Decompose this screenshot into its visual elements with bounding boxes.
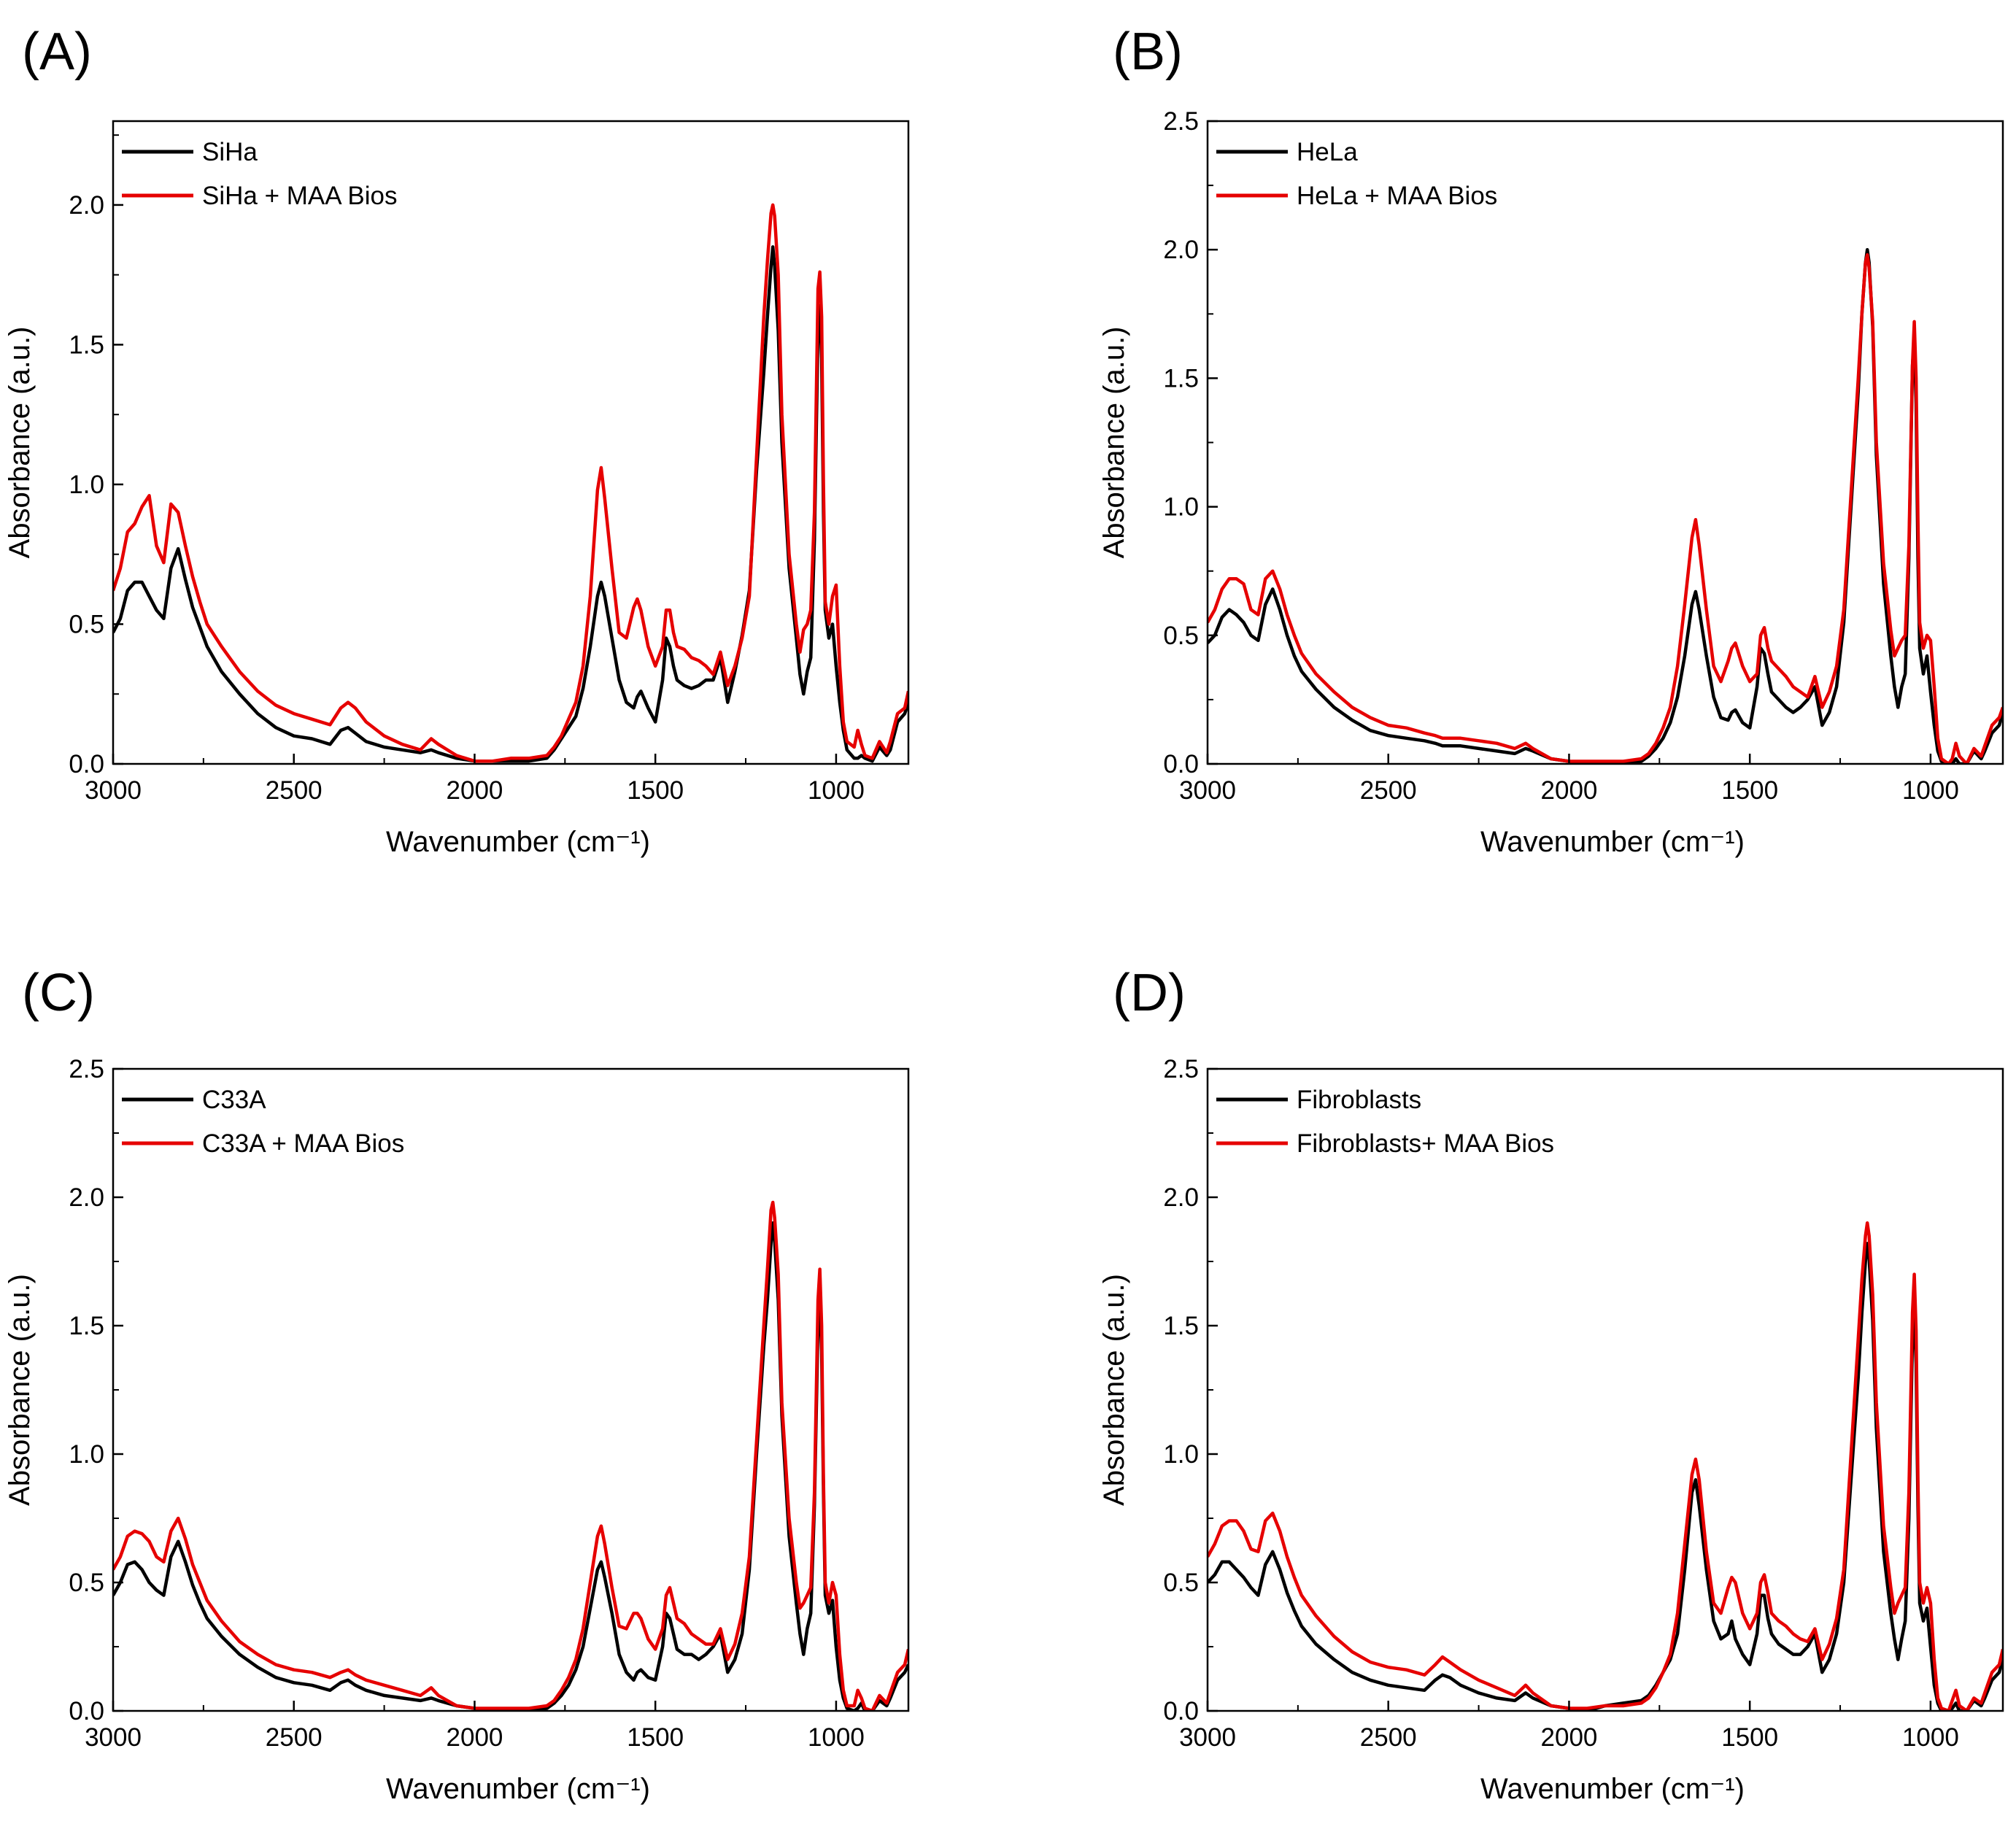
y-tick-label: 2.5 xyxy=(1163,1055,1199,1083)
y-tick-label: 0.5 xyxy=(1163,622,1199,650)
series-group xyxy=(1208,247,2003,764)
y-tick-label: 2.5 xyxy=(1163,107,1199,136)
panel-letter: (D) xyxy=(1113,964,1186,1022)
y-tick-label: 0.5 xyxy=(69,610,104,638)
x-tick-label: 1000 xyxy=(808,1723,865,1752)
x-tick-label: 2000 xyxy=(1541,776,1598,805)
plot-frame xyxy=(112,120,910,765)
y-tick-label: 1.0 xyxy=(69,471,104,499)
series-group xyxy=(113,1200,908,1711)
legend-label: Fibroblasts xyxy=(1297,1086,1421,1114)
x-tick-label: 2500 xyxy=(266,776,323,805)
x-tick-label: 1000 xyxy=(808,776,865,805)
y-tick-label: 0.0 xyxy=(69,750,104,778)
x-axis-title: Wavenumber (cm⁻¹) xyxy=(386,1773,650,1805)
series-line-2 xyxy=(1208,1221,2003,1711)
y-axis-title: Absorbance (a.u.) xyxy=(1098,327,1130,559)
y-axis-title: Absorbance (a.u.) xyxy=(1098,1274,1130,1506)
series-group xyxy=(113,203,908,763)
plot-frame xyxy=(1206,120,2004,765)
plot-frame xyxy=(112,1067,910,1712)
chart-panel-3: (C) 3000 2500 2000 1500 1000 0.0 0.5 1.0 1.5 2.0 2.… xyxy=(4,964,910,1805)
x-tick-label: 1500 xyxy=(627,776,684,805)
x-tick-label: 2500 xyxy=(1360,1723,1417,1752)
y-tick-label: 1.0 xyxy=(1163,493,1199,522)
y-tick-label: 2.0 xyxy=(69,191,104,220)
x-tick-label: 1500 xyxy=(1721,1723,1778,1752)
legend-label: C33A xyxy=(202,1086,266,1114)
y-tick-label: 0.5 xyxy=(1163,1569,1199,1597)
x-tick-label: 2500 xyxy=(266,1723,323,1752)
series-line-1 xyxy=(113,1221,908,1711)
y-tick-label: 0.0 xyxy=(1163,750,1199,778)
y-axis-title: Absorbance (a.u.) xyxy=(4,327,36,559)
y-tick-label: 0.5 xyxy=(69,1569,104,1597)
chart-panel-1: (A) 3000 2500 2000 1500 1000 0.0 0.5 1.0 1.5 2.0 Wa… xyxy=(4,23,910,858)
series-group xyxy=(1208,1221,2003,1711)
y-tick-label: 1.5 xyxy=(1163,364,1199,393)
y-tick-label: 2.5 xyxy=(69,1055,104,1083)
chart-panel-2: (B) 3000 2500 2000 1500 1000 0.0 0.5 1.0 1.5 2.0 2.… xyxy=(1098,23,2004,858)
y-tick-label: 2.0 xyxy=(1163,1183,1199,1212)
y-tick-label: 1.5 xyxy=(69,331,104,359)
y-tick-label: 2.0 xyxy=(1163,236,1199,264)
x-tick-label: 2000 xyxy=(447,1723,503,1752)
y-tick-label: 1.5 xyxy=(1163,1312,1199,1340)
series-line-1 xyxy=(1208,1242,2003,1711)
y-tick-label: 1.5 xyxy=(69,1312,104,1340)
legend-label: HeLa xyxy=(1297,138,1358,166)
x-axis-title: Wavenumber (cm⁻¹) xyxy=(1480,826,1745,858)
series-line-2 xyxy=(113,203,908,763)
panel-letter: (A) xyxy=(22,23,92,81)
legend-label: SiHa + MAA Bios xyxy=(202,182,397,210)
y-tick-label: 1.0 xyxy=(69,1440,104,1469)
x-axis-title: Wavenumber (cm⁻¹) xyxy=(1480,1773,1745,1805)
legend-label: C33A + MAA Bios xyxy=(202,1129,404,1158)
x-tick-label: 2000 xyxy=(1541,1723,1598,1752)
x-tick-label: 3000 xyxy=(1179,776,1236,805)
x-tick-label: 1500 xyxy=(627,1723,684,1752)
y-axis-title: Absorbance (a.u.) xyxy=(4,1274,36,1506)
x-tick-label: 3000 xyxy=(85,776,142,805)
legend-label: Fibroblasts+ MAA Bios xyxy=(1297,1129,1554,1158)
x-tick-label: 1000 xyxy=(1902,1723,1959,1752)
series-line-2 xyxy=(1208,252,2003,764)
series-line-1 xyxy=(113,245,908,763)
x-tick-label: 3000 xyxy=(1179,1723,1236,1752)
x-tick-label: 1500 xyxy=(1721,776,1778,805)
y-tick-label: 1.0 xyxy=(1163,1440,1199,1469)
x-axis-title: Wavenumber (cm⁻¹) xyxy=(386,826,650,858)
chart-panel-4: (D) 3000 2500 2000 1500 1000 0.0 0.5 1.0 1.5 2.0 2.… xyxy=(1098,964,2004,1805)
x-tick-label: 2500 xyxy=(1360,776,1417,805)
x-tick-label: 3000 xyxy=(85,1723,142,1752)
panel-letter: (C) xyxy=(22,964,95,1022)
legend-label: HeLa + MAA Bios xyxy=(1297,182,1497,210)
legend-label: SiHa xyxy=(202,138,258,166)
x-tick-label: 1000 xyxy=(1902,776,1959,805)
y-tick-label: 0.0 xyxy=(1163,1697,1199,1725)
plot-frame xyxy=(1206,1067,2004,1712)
series-line-2 xyxy=(113,1200,908,1711)
y-tick-label: 2.0 xyxy=(69,1183,104,1212)
x-tick-label: 2000 xyxy=(447,776,503,805)
y-tick-label: 0.0 xyxy=(69,1697,104,1725)
panel-letter: (B) xyxy=(1113,23,1183,81)
